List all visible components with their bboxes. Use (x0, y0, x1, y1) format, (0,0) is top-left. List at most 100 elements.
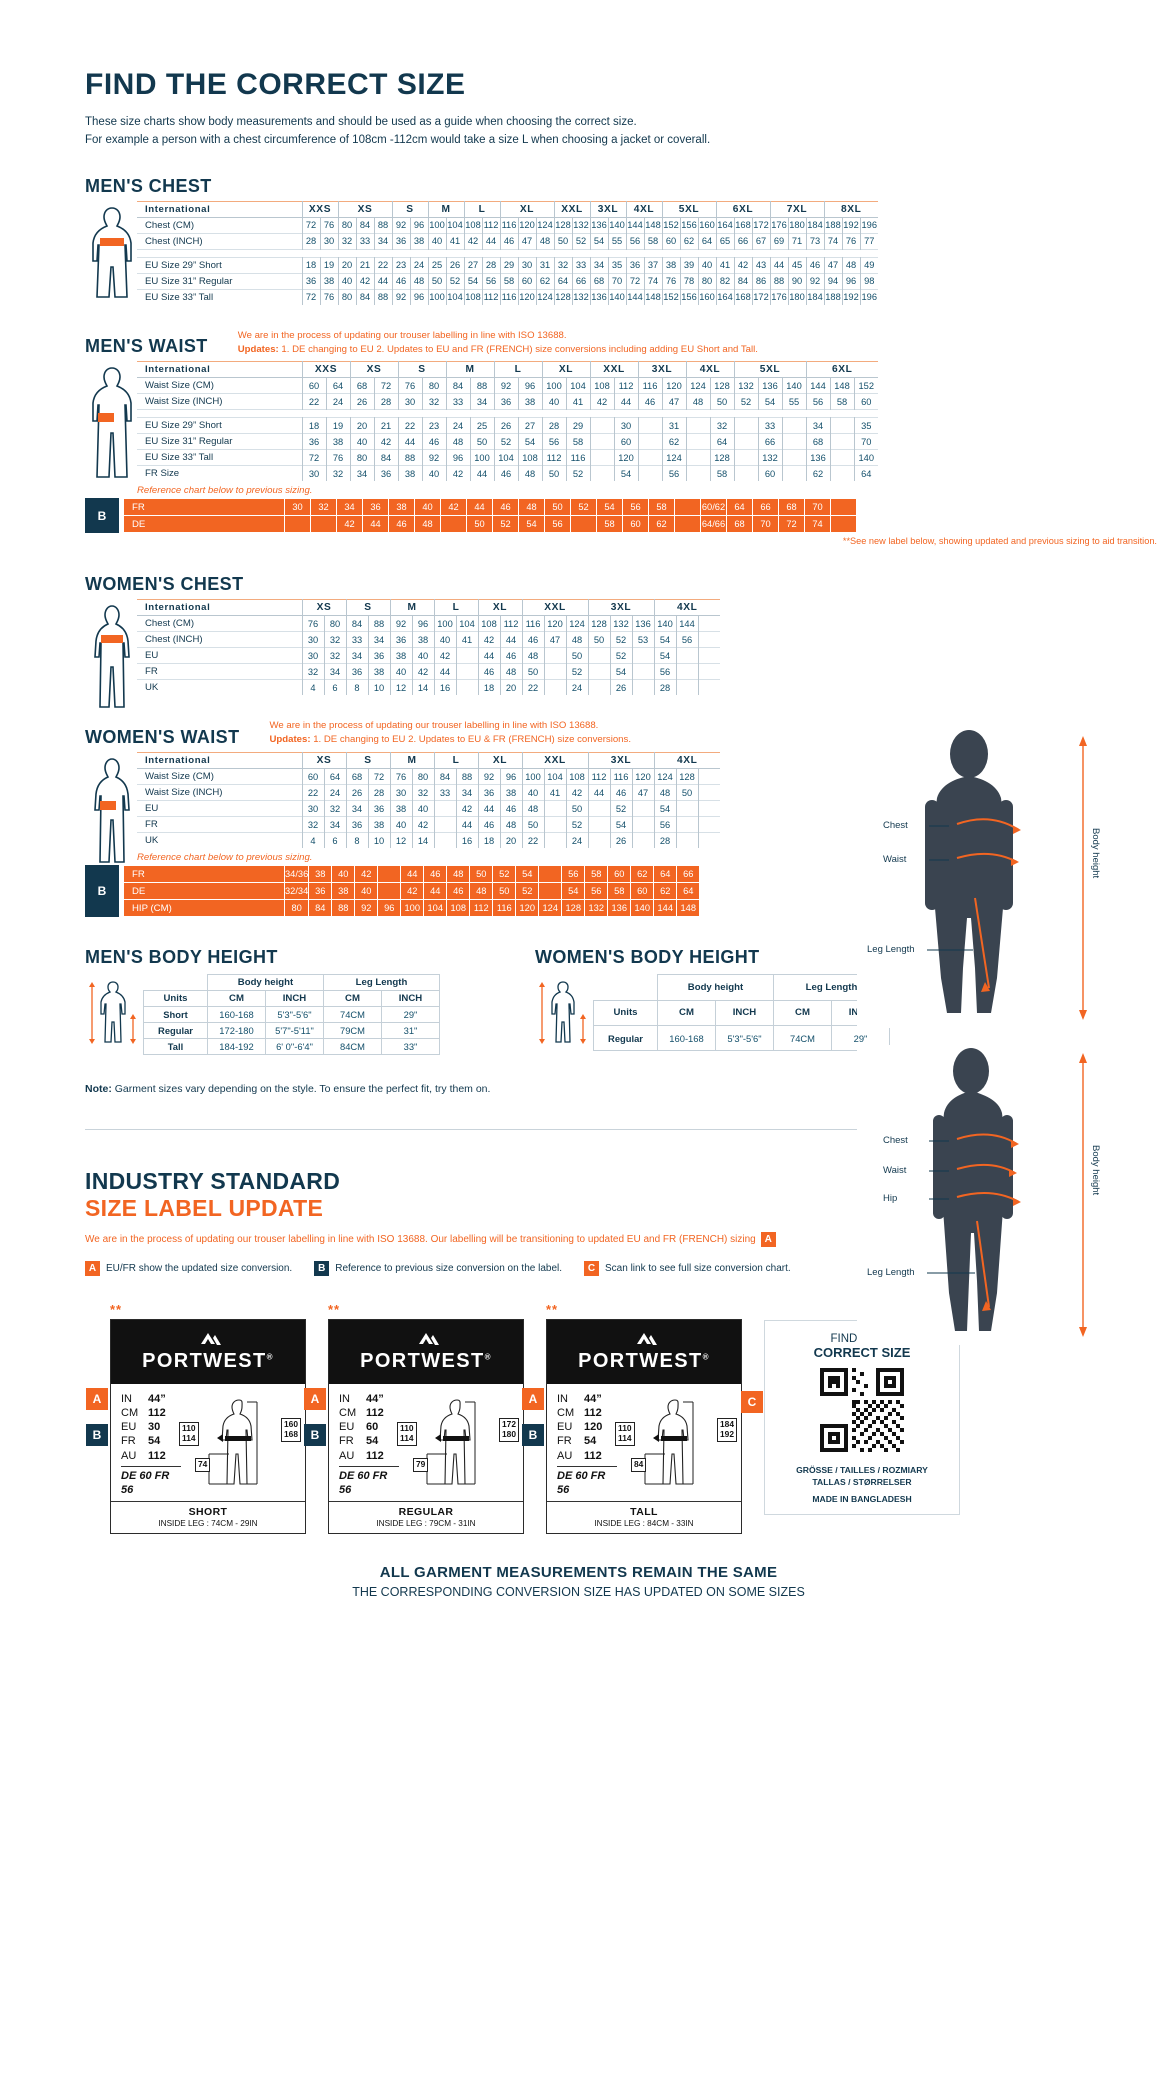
table-cell (587, 832, 610, 849)
table-cell: 40 (521, 784, 544, 801)
table-cell: 28 (541, 417, 566, 434)
spec-key: EU (557, 1421, 573, 1434)
table-cell: 38 (411, 631, 434, 648)
updates-text: 1. DE changing to EU 2. Updates to EU an… (281, 343, 758, 355)
table-cell: 38 (661, 257, 680, 274)
table-cell: 52 (570, 498, 597, 517)
table-cell (455, 663, 478, 680)
column-header-m: M (427, 201, 464, 218)
mens-chest-section: MEN'S CHEST International XXS XS S M L XL XXL 3X… (85, 176, 1157, 305)
table-cell: 88 (469, 377, 494, 394)
table-cell: 44 (469, 465, 494, 482)
row-label: Regular (593, 1024, 658, 1052)
table-cell: 144 (653, 899, 678, 918)
table-cell: 80 (283, 899, 310, 918)
table-cell: 84 (445, 377, 470, 394)
qr-languages: GRÖSSE / TAILLES / ROZMIARY TALLAS / STØR… (796, 1465, 928, 1487)
table-cell: 44 (613, 393, 638, 410)
legend-text: Scan link to see full size conversion ch… (605, 1263, 791, 1275)
table-cell (637, 465, 662, 482)
qr-code-icon[interactable] (820, 1368, 904, 1453)
b-tag-badge: B (85, 498, 119, 534)
table-cell: 44 (433, 663, 456, 680)
table-cell: 10 (367, 832, 390, 849)
table-cell: 46 (637, 393, 662, 410)
table-cell: 54 (609, 816, 632, 833)
table-cell: 108 (589, 377, 614, 394)
fit-name: SHORT (188, 1506, 228, 1519)
table-cell: 66 (752, 498, 779, 517)
table-cell: 68 (345, 768, 368, 785)
table-cell: 136 (589, 217, 608, 234)
table-cell: 124 (535, 289, 554, 305)
mens-chest-table-wrap: International XXS XS S M L XL XXL 3XL 4XL 5XL 6XL 7X… (85, 201, 1157, 305)
table-cell: 84 (355, 217, 374, 234)
table-cell: 54 (561, 882, 586, 901)
table-cell: 14 (411, 832, 434, 849)
mens-body-height-table: Body height Leg Length Units CM INCH CM INCH Sh… (143, 974, 440, 1056)
table-cell: 35 (607, 257, 626, 274)
row-label: EU Size 33” Tall (145, 291, 214, 303)
photo-label-hip: Hip (883, 1193, 898, 1204)
table-cell: 50 (466, 515, 493, 534)
table-cell: 100 (469, 449, 494, 466)
table-cell: 44 (477, 800, 500, 817)
table-cell: 18 (301, 257, 320, 274)
qr-title-2: CORRECT SIZE (813, 1345, 911, 1361)
table-cell: 28 (481, 257, 500, 274)
table-cell: 37 (643, 257, 662, 274)
table-cell: 38 (367, 816, 390, 833)
table-cell (543, 663, 566, 680)
table-row: Chest (INCH) 28 30 32 33 34 36 38 40 41 42 44 46 47 48… (137, 233, 878, 250)
unit-header-cm: CM (657, 999, 716, 1026)
column-header-xxl: XXL (521, 752, 588, 770)
table-cell: 46 (492, 498, 519, 517)
table-cell: 104 (543, 768, 566, 785)
male-waist-figure (85, 361, 137, 481)
table-cell (589, 433, 614, 450)
table-cell: 33 (355, 233, 374, 250)
table-cell: 48 (521, 800, 544, 817)
column-header-xxs: XXS (301, 361, 350, 379)
table-cell: 77 (859, 233, 878, 250)
column-header-m: M (389, 599, 434, 617)
table-cell: 172 (751, 217, 770, 234)
mens-bh-tbody: Body height Leg Length Units CM INCH CM INCH Sh… (143, 974, 440, 1056)
units-label: Units (593, 999, 658, 1026)
table-cell: 44 (481, 233, 500, 250)
table-cell: 50 (553, 233, 572, 250)
column-header-3xl: 3XL (587, 752, 654, 770)
table-cell: 55 (607, 233, 626, 250)
table-cell (589, 465, 614, 482)
table-cell: 196 (859, 217, 878, 234)
table-cell: 41 (715, 257, 734, 274)
table-cell: 100 (427, 217, 446, 234)
male-torso-figure (85, 201, 137, 305)
table-cell: 31" (381, 1022, 440, 1040)
previous-sizing-row: DE 42 44 46 48 50 52 54 56 58 60 62 64/66 68 70 72 74 (123, 515, 857, 534)
table-cell: 100 (400, 899, 425, 918)
column-header-xs: XS (301, 752, 346, 770)
table-cell: 56 (625, 233, 644, 250)
table-cell: 8 (345, 832, 368, 849)
column-header-label: International (137, 361, 302, 379)
table-cell: 27 (517, 417, 542, 434)
table-cell: 4 (301, 832, 324, 849)
table-cell (543, 679, 566, 696)
table-cell: 36 (362, 498, 389, 517)
table-cell: 44 (466, 498, 493, 517)
table-cell: 92 (389, 615, 412, 632)
table-cell: 50 (521, 663, 544, 680)
table-cell: 24 (323, 784, 346, 801)
spec-value: 44” (366, 1393, 384, 1406)
table-cell: 24 (445, 417, 470, 434)
table-cell: 30 (397, 393, 422, 410)
table-cell: 112 (481, 289, 500, 305)
table-cell: 62 (653, 882, 678, 901)
column-header-m: M (389, 752, 434, 770)
row-spacer (137, 410, 878, 418)
row-label: Waist Size (CM) (145, 380, 214, 392)
male-height-icon (89, 981, 136, 1045)
table-cell: 88 (373, 217, 392, 234)
mens-chest-table: International XXS XS S M L XL XXL 3XL 4XL 5XL 6XL 7X… (137, 201, 878, 305)
